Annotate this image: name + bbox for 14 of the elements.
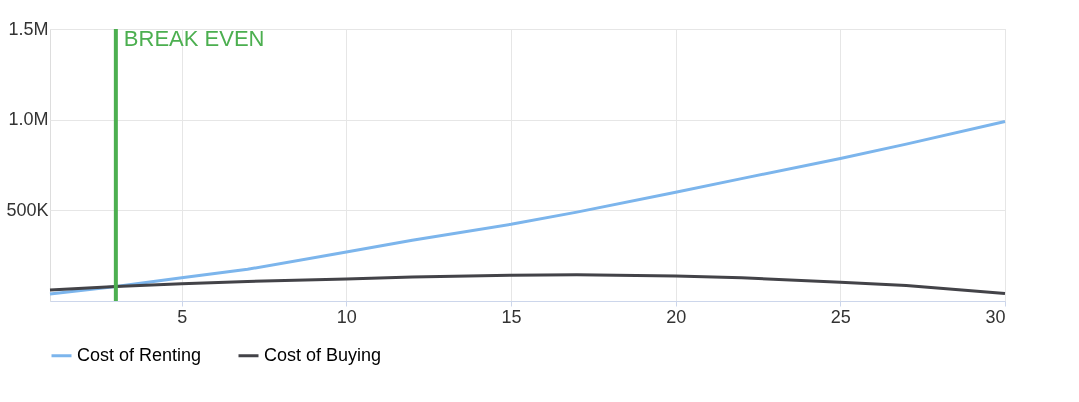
x-tick-label: 10: [336, 306, 357, 327]
y-tick-label: 500K: [6, 199, 49, 220]
legend-label: Cost of Buying: [264, 344, 382, 365]
y-tick-label: 1.0M: [8, 109, 49, 130]
x-tick-label: 20: [666, 306, 687, 327]
x-tick-label: 25: [830, 306, 851, 327]
line-series: [48, 273, 1007, 295]
line-series: [48, 119, 1007, 296]
x-tick-label: 30: [985, 306, 1006, 327]
x-tick-label: 15: [501, 306, 522, 327]
y-tick-label: 1.5M: [8, 18, 49, 39]
legend-label: Cost of Renting: [77, 344, 202, 365]
ref-line-label: BREAK EVEN: [123, 26, 265, 51]
x-tick-label: 5: [177, 306, 188, 327]
